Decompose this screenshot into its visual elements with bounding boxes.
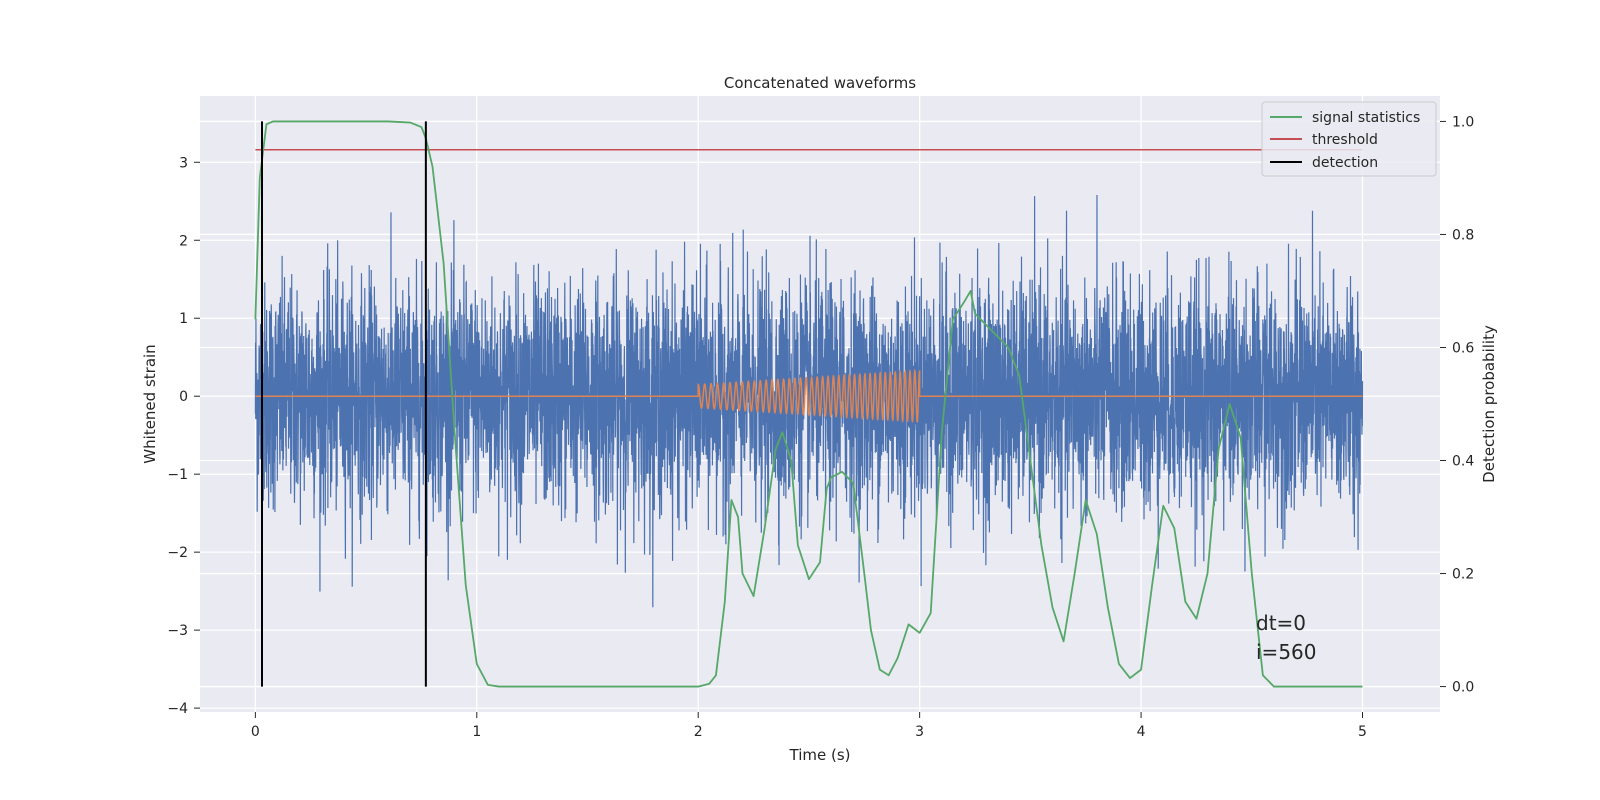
x-tick-label: 4 [1137, 724, 1146, 740]
template-series-line [255, 368, 1363, 424]
x-tick-label: 0 [251, 724, 260, 740]
legend-label-detection: detection [1312, 155, 1378, 171]
y-right-tick-label: 0.2 [1452, 567, 1474, 583]
y-axis-label: Whitened strain [141, 344, 159, 463]
y-tick-label: −4 [167, 701, 188, 717]
y-right-tick-label: 0.8 [1452, 227, 1474, 243]
x-axis-label: Time (s) [789, 746, 851, 764]
strain-series-line [254, 195, 1364, 608]
y-right-tick-label: 0.0 [1452, 680, 1474, 696]
y-tick-label: 0 [179, 389, 188, 405]
x-tick-label: 1 [472, 724, 481, 740]
y-tick-label: 1 [179, 311, 188, 327]
x-tick-label: 5 [1358, 724, 1367, 740]
y-tick-label: 2 [179, 233, 188, 249]
legend-label-threshold: threshold [1312, 132, 1378, 148]
x-tick-label: 3 [915, 724, 924, 740]
ticks: 0 1 2 3 4 5 −4 −3 −2 −1 0 1 2 3 0.0 0.2 0.4 0.6 0.8 1.0 [167, 114, 1474, 740]
y-right-tick-label: 0.4 [1452, 454, 1474, 470]
y-right-tick-label: 0.6 [1452, 340, 1474, 356]
data-layer [254, 120, 1364, 688]
legend: signal statistics threshold detection [1261, 101, 1437, 177]
chart-title: Concatenated waveforms [724, 74, 916, 92]
y-tick-label: −2 [167, 545, 188, 561]
legend-label-signal-statistics: signal statistics [1312, 110, 1420, 126]
legend-box [1261, 101, 1437, 177]
x-tick-label: 2 [694, 724, 703, 740]
y-tick-label: −3 [167, 623, 188, 639]
y-right-tick-label: 1.0 [1452, 114, 1474, 130]
y-tick-label: −1 [167, 467, 188, 483]
y-tick-label: 3 [179, 155, 188, 171]
y-axis-label-right: Detection probability [1480, 325, 1498, 483]
signal-statistics-line [254, 120, 1363, 688]
annotation-dt: dt=0 [1256, 611, 1306, 635]
annotation-i: i=560 [1256, 640, 1317, 664]
